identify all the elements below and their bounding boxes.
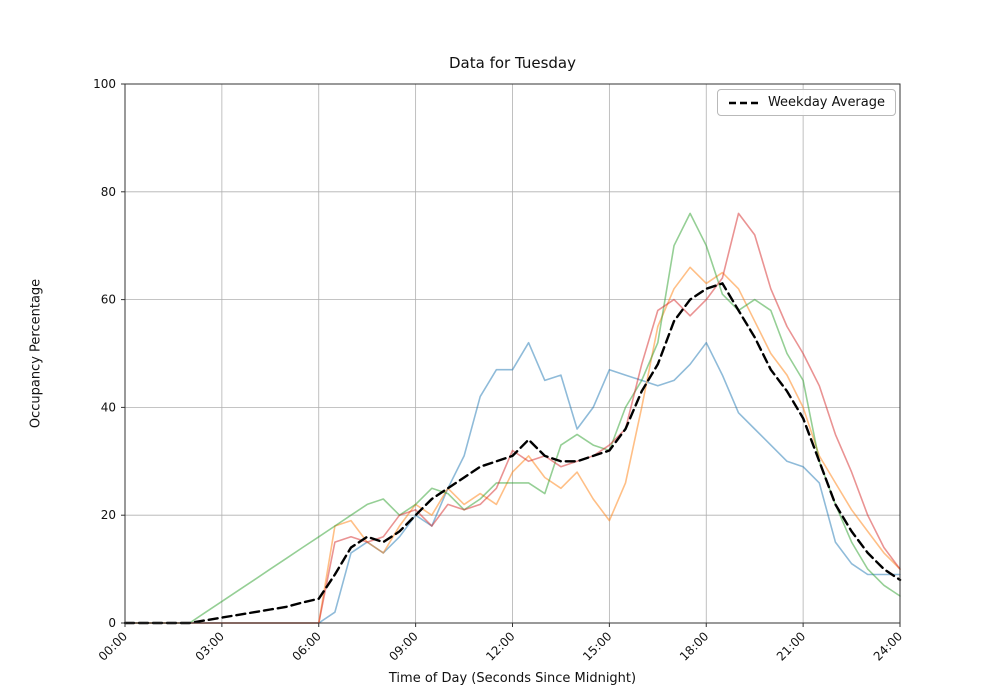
chart-title: Data for Tuesday: [448, 54, 576, 72]
legend-label: Weekday Average: [767, 95, 885, 110]
y-tick-label: 40: [101, 400, 116, 414]
x-tick-label: 15:00: [580, 629, 614, 663]
x-tick-label: 18:00: [677, 629, 711, 663]
legend-dashed-line-sample: [728, 101, 759, 104]
x-tick-label: 00:00: [96, 629, 130, 663]
y-tick-label: 20: [101, 508, 116, 522]
grid-lines: [124, 83, 901, 624]
y-tick-label: 60: [101, 293, 116, 307]
series-Weekday Average: [123, 282, 902, 625]
y-tick-label: 0: [108, 616, 116, 630]
x-axis-label: Time of Day (Seconds Since Midnight): [388, 671, 637, 686]
x-tick-label: 12:00: [483, 629, 517, 663]
y-axis-label: Occupancy Percentage: [28, 278, 44, 429]
legend: Weekday Average: [716, 89, 896, 116]
x-tick-label: 06:00: [290, 629, 324, 663]
y-tick-label: 100: [93, 77, 116, 91]
x-tick-label: 09:00: [386, 629, 420, 663]
x-tick-label: 21:00: [774, 629, 808, 663]
series-green-line: [124, 212, 901, 624]
y-tick-label: 80: [101, 185, 116, 199]
x-tick-label: 24:00: [871, 629, 905, 663]
x-tick-label: 03:00: [193, 629, 227, 663]
